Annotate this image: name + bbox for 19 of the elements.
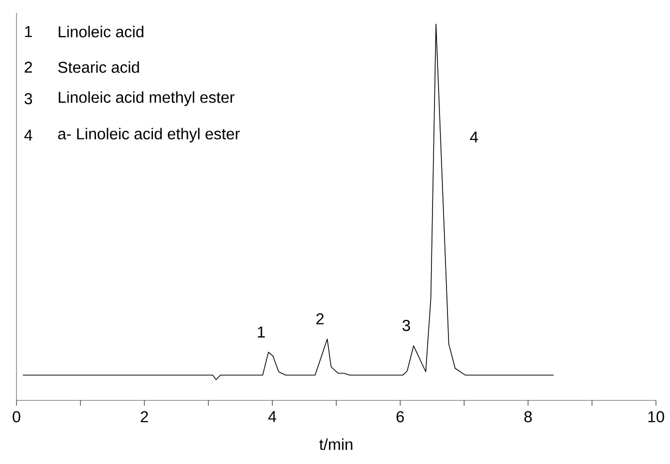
annotation: Linoleic acid: [58, 26, 144, 38]
annotation: 1: [25, 26, 32, 38]
x-axis-title: t/min: [319, 438, 352, 450]
annotation: 4: [470, 132, 478, 143]
annotation: 3: [24, 93, 32, 104]
x-tick-label: 2: [140, 411, 148, 422]
annotation: 2: [316, 313, 324, 324]
annotation: 3: [402, 320, 410, 332]
x-tick-label: 0: [12, 411, 20, 422]
annotation: a- Linoleic acid ethyl ester: [58, 128, 240, 143]
x-tick-label: 6: [396, 411, 404, 422]
annotation: Linoleic acid methyl ester: [58, 91, 234, 106]
annotation: 4: [24, 130, 32, 141]
x-tick-label: 4: [268, 411, 276, 422]
x-tick-label: 10: [648, 411, 664, 422]
x-tick-label: 8: [524, 411, 532, 422]
annotation: 1: [258, 326, 265, 338]
annotation: Stearic acid: [58, 61, 139, 73]
annotation: 2: [24, 62, 32, 73]
